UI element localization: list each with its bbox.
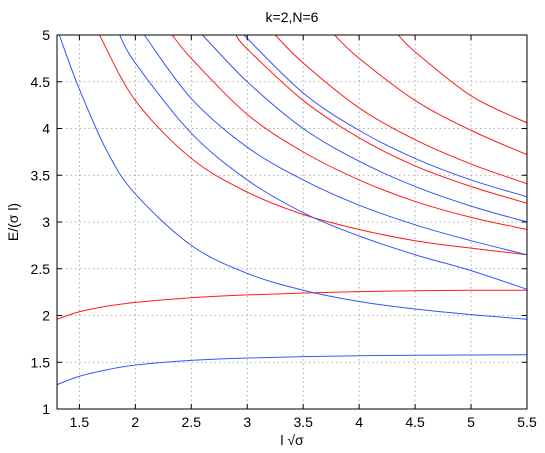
series-line-5-blue [119, 34, 528, 290]
x-tick-label: 5 [467, 414, 475, 430]
x-tick-label: 2.5 [182, 414, 202, 430]
series-line-9-red [235, 34, 528, 204]
x-tick-label: 5.5 [517, 414, 537, 430]
y-tick-label: 2.5 [31, 261, 51, 277]
x-tick-label: 2 [131, 414, 139, 430]
series-line-13-red [397, 34, 528, 124]
y-tick-label: 5 [42, 27, 50, 43]
grid-lines [57, 35, 527, 409]
series-layer [56, 34, 528, 386]
y-tick-label: 1.5 [31, 354, 51, 370]
chart-title: k=2,N=6 [266, 9, 319, 25]
y-tick-label: 2 [42, 308, 50, 324]
series-line-11-red [274, 34, 528, 185]
series-line-2-red [56, 289, 528, 320]
x-tick-label: 3 [243, 414, 251, 430]
x-axis: 1.5 2 2.5 3 3.5 4 4.5 5 5.5 [70, 35, 537, 430]
y-tick-label: 4 [42, 121, 50, 137]
y-tick-label: 3 [42, 214, 50, 230]
series-line-7-red [171, 34, 528, 230]
y-tick-label: 3.5 [31, 167, 51, 183]
y-tick-label: 1 [42, 401, 50, 417]
y-tick-label: 4.5 [31, 74, 51, 90]
series-line-12-red [334, 34, 528, 156]
series-line-6-blue [143, 34, 528, 256]
x-tick-label: 3.5 [293, 414, 313, 430]
series-line-4-red [99, 34, 528, 256]
x-tick-label: 1.5 [70, 414, 90, 430]
series-line-1-blue [56, 354, 528, 386]
y-axis-label: E/(σ l) [5, 203, 21, 241]
x-axis-label: l √σ [280, 432, 304, 448]
series-line-3-blue [58, 34, 528, 320]
series-line-8-blue [202, 34, 528, 223]
x-tick-label: 4.5 [405, 414, 425, 430]
y-axis: 1 1.5 2 2.5 3 3.5 4 4.5 5 [31, 27, 527, 417]
series-line-10-blue [243, 34, 528, 198]
x-tick-label: 4 [355, 414, 363, 430]
